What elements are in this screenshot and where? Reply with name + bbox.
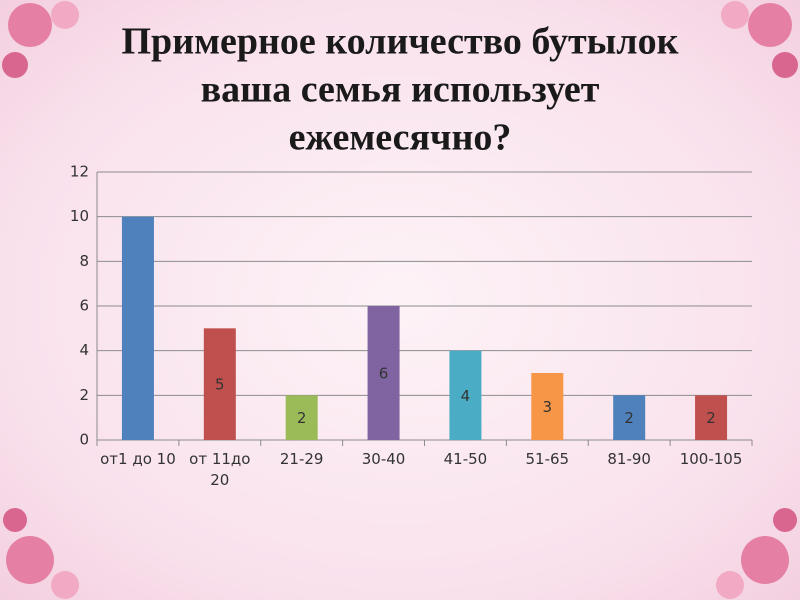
x-tick-label: от1 до 10 (100, 450, 176, 468)
bar (695, 395, 728, 440)
data-label: 2 (706, 409, 716, 427)
bar (285, 395, 318, 440)
bar (367, 306, 400, 440)
x-tick-label: 41-50 (443, 450, 488, 468)
x-tick-label: 81-90 (607, 450, 651, 468)
data-label: 6 (379, 365, 389, 383)
data-label: 2 (624, 409, 634, 427)
bar (449, 350, 482, 440)
chart-title: Примерное количество бутылок (122, 21, 679, 63)
bar (203, 328, 236, 440)
chart-title: ваша семья использует (201, 69, 600, 111)
y-tick-label: 12 (70, 163, 89, 181)
x-tick-label: 100-105 (679, 450, 743, 468)
x-tick-label: 30-40 (361, 450, 406, 468)
y-tick-label: 0 (79, 431, 89, 449)
x-tick-label: от 11до 20 (189, 450, 251, 489)
y-tick-label: 10 (70, 207, 89, 225)
data-label: 3 (543, 398, 553, 416)
bar (613, 395, 646, 440)
chart-title: ежемесячно? (289, 117, 512, 159)
y-tick-label: 6 (79, 297, 89, 315)
data-label: 5 (215, 376, 225, 394)
x-tick-label: 21-29 (279, 450, 324, 468)
data-label: 4 (461, 387, 471, 405)
x-tick-label: 51-65 (525, 450, 570, 468)
data-label: 2 (297, 409, 307, 427)
y-tick-label: 4 (79, 341, 89, 359)
y-tick-label: 2 (79, 386, 89, 404)
bar (121, 216, 154, 440)
y-tick-label: 8 (79, 252, 89, 270)
bar (531, 373, 564, 440)
